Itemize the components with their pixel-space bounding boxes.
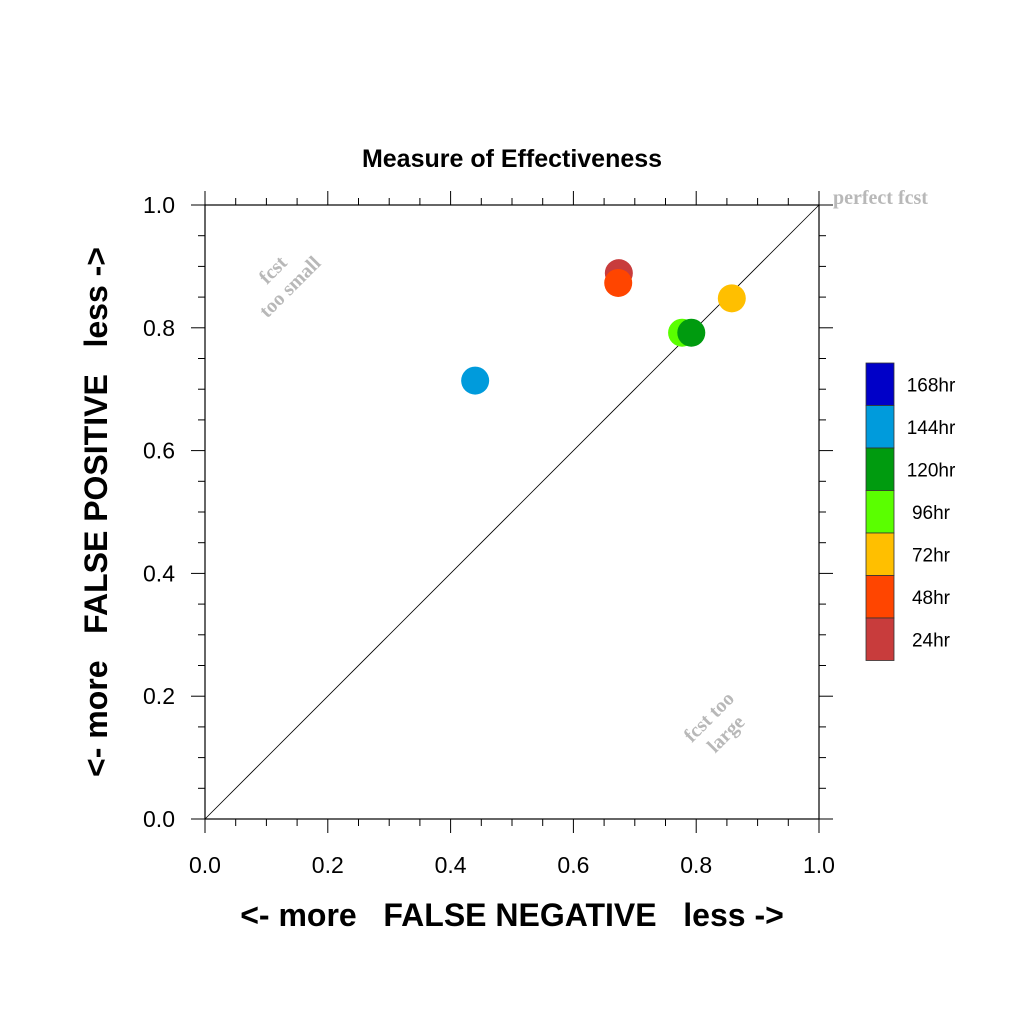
- legend-swatch-72hr: [865, 532, 895, 576]
- y-tick-label: 0.4: [143, 560, 175, 586]
- legend: 168hr 144hr 120hr 96hr 72hr 48hr 24hr: [865, 362, 956, 661]
- x-tick-label: 1.0: [803, 852, 835, 878]
- x-tick-label: 0.2: [312, 852, 344, 878]
- x-tick-label: 0.8: [680, 852, 712, 878]
- y-tick-label: 0.0: [143, 806, 175, 832]
- legend-label-72hr: 72hr: [912, 545, 951, 566]
- y-axis-title: <- more FALSE POSITIVE less ->: [78, 247, 114, 777]
- y-tick-label: 0.6: [143, 438, 175, 464]
- point-120hr: [677, 318, 706, 347]
- chart-title: Measure of Effectiveness: [362, 145, 662, 173]
- y-tick-label: 1.0: [143, 192, 175, 218]
- y-tick-label: 0.2: [143, 683, 175, 709]
- legend-label-24hr: 24hr: [912, 630, 951, 651]
- axis-ticks: [191, 191, 833, 833]
- legend-swatch-48hr: [865, 575, 895, 619]
- legend-label-168hr: 168hr: [907, 375, 956, 396]
- legend-label-48hr: 48hr: [912, 588, 951, 609]
- x-tick-label: 0.6: [557, 852, 589, 878]
- legend-swatch-168hr: [865, 362, 895, 406]
- legend-swatch-24hr: [865, 617, 895, 661]
- x-tick-label: 0.4: [435, 852, 467, 878]
- data-points: [461, 259, 746, 395]
- legend-label-96hr: 96hr: [912, 503, 951, 524]
- tick-labels: 0.0 0.2 0.4 0.6 0.8 1.0 0.0 0.2 0.4 0.6 0.8 1.0: [143, 192, 835, 878]
- legend-label-144hr: 144hr: [907, 418, 956, 439]
- point-48hr: [604, 268, 633, 297]
- legend-label-120hr: 120hr: [907, 460, 956, 481]
- legend-swatch-144hr: [865, 405, 895, 449]
- y-tick-label: 0.8: [143, 315, 175, 341]
- point-72hr: [717, 284, 746, 313]
- legend-swatch-120hr: [865, 447, 895, 491]
- x-tick-label: 0.0: [189, 852, 221, 878]
- point-144hr: [461, 366, 490, 395]
- legend-swatch-96hr: [865, 490, 895, 534]
- x-axis-title: <- more FALSE NEGATIVE less ->: [240, 897, 784, 933]
- diagonal-line: [204, 204, 820, 820]
- annotation-perfect-fcst: perfect fcst: [833, 187, 928, 209]
